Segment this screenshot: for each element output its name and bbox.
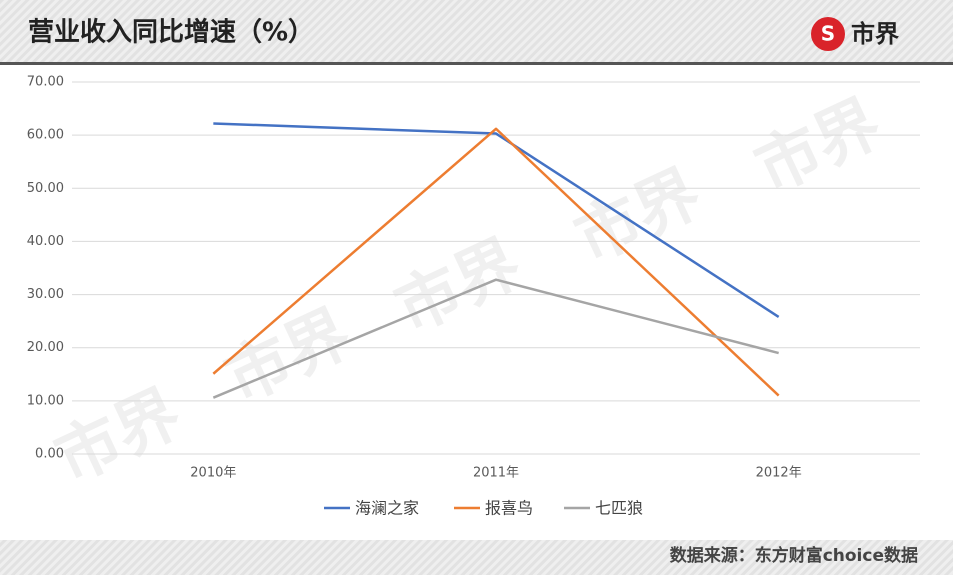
logo-text: 市界 [851,20,899,48]
y-tick-label: 40.00 [27,234,64,249]
y-tick-label: 10.00 [27,393,64,408]
header-band [0,0,953,62]
x-tick-label: 2011年 [473,466,519,481]
line-series [213,122,780,318]
watermark: 市界 [745,86,892,207]
line-series [212,278,779,399]
y-tick-label: 30.00 [27,287,64,302]
header-rule [0,62,953,65]
y-tick-label: 50.00 [27,181,64,196]
watermark: 市界 [45,376,192,497]
y-tick-label: 70.00 [27,75,64,90]
logo-icon [811,17,845,51]
watermark: 市界 [215,296,362,417]
watermark: 市界 [385,226,532,347]
line-series [212,127,780,397]
chart-title: 营业收入同比增速（%） [28,17,314,48]
y-tick-label: 60.00 [27,128,64,143]
x-tick-label: 2012年 [756,466,802,481]
legend-label: 七匹狼 [595,499,643,518]
footer-band [0,540,953,575]
legend-label: 报喜鸟 [485,499,533,518]
y-tick-label: 20.00 [27,340,64,355]
legend-label: 海澜之家 [355,499,419,518]
source-note: 数据来源：东方财富choice数据 [670,545,918,566]
logo-mark: S [821,22,835,46]
y-tick-label: 0.00 [35,447,64,462]
x-tick-label: 2010年 [190,466,236,481]
